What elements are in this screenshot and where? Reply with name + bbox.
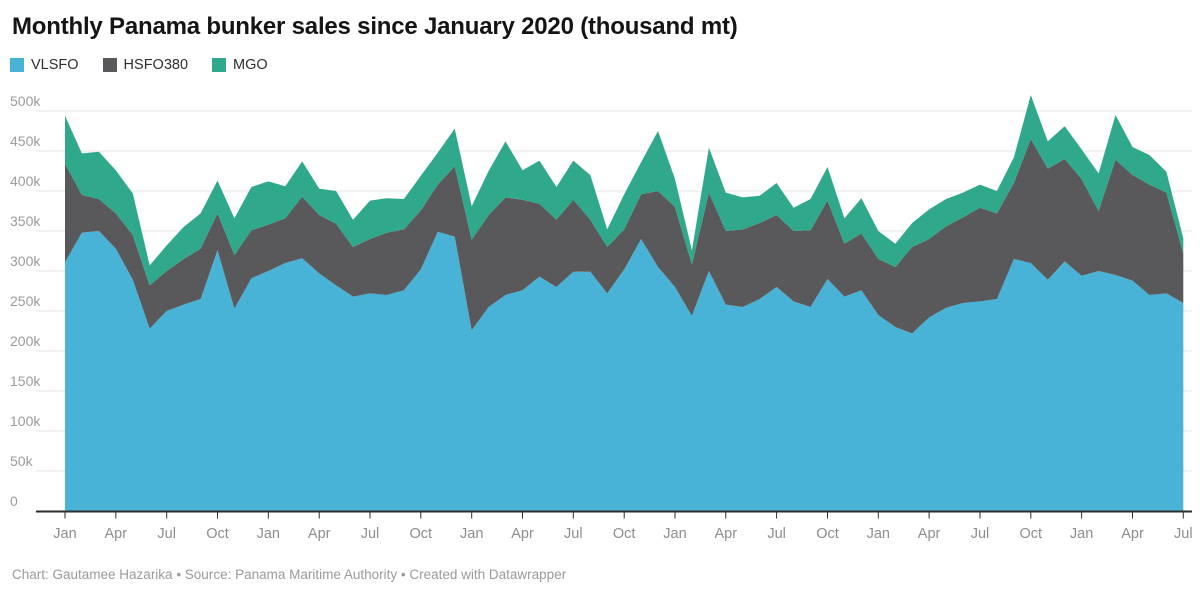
svg-text:Oct: Oct [816, 526, 839, 542]
hsfo380-swatch-icon [102, 58, 117, 72]
svg-text:500k: 500k [10, 93, 41, 109]
legend-item-mgo: MGO [212, 57, 268, 73]
svg-text:0: 0 [10, 493, 18, 509]
vlsfo-swatch-icon [10, 58, 24, 72]
page-title: Monthly Panama bunker sales since Januar… [12, 13, 738, 40]
legend-item-hsfo380: HSFO380 [102, 57, 189, 73]
svg-text:400k: 400k [10, 173, 41, 189]
svg-text:Jan: Jan [460, 526, 483, 542]
svg-text:Jul: Jul [157, 526, 176, 542]
legend-label-vlsfo: VLSFO [31, 57, 79, 73]
svg-text:Jan: Jan [663, 526, 686, 542]
chart-credit: Chart: Gautamee Hazarika • Source: Panam… [12, 567, 567, 582]
svg-text:Jul: Jul [971, 526, 990, 542]
chart-legend: VLSFO HSFO380 MGO [10, 57, 268, 73]
svg-text:Apr: Apr [105, 526, 128, 542]
svg-text:350k: 350k [10, 213, 41, 229]
svg-text:450k: 450k [10, 133, 41, 149]
legend-label-hsfo380: HSFO380 [123, 57, 189, 73]
svg-text:150k: 150k [10, 373, 41, 389]
svg-text:Apr: Apr [308, 526, 331, 542]
svg-text:Apr: Apr [1121, 526, 1144, 542]
svg-text:Oct: Oct [410, 526, 433, 542]
svg-text:Jan: Jan [53, 526, 76, 542]
svg-text:Apr: Apr [511, 526, 534, 542]
legend-label-mgo: MGO [233, 57, 268, 73]
svg-text:Oct: Oct [613, 526, 636, 542]
svg-text:Oct: Oct [206, 526, 229, 542]
svg-text:Jul: Jul [361, 526, 380, 542]
svg-text:Jan: Jan [1070, 526, 1093, 542]
svg-text:Apr: Apr [715, 526, 738, 542]
svg-text:300k: 300k [10, 253, 41, 269]
svg-text:100k: 100k [10, 413, 41, 429]
svg-text:Jul: Jul [767, 526, 786, 542]
mgo-swatch-icon [212, 58, 227, 72]
svg-text:Jul: Jul [1174, 526, 1193, 542]
legend-item-vlsfo: VLSFO [10, 57, 79, 73]
svg-text:200k: 200k [10, 333, 41, 349]
svg-text:Jan: Jan [867, 526, 890, 542]
svg-text:Jul: Jul [564, 526, 583, 542]
svg-text:Apr: Apr [918, 526, 941, 542]
svg-text:250k: 250k [10, 293, 41, 309]
svg-text:Oct: Oct [1020, 526, 1043, 542]
svg-text:Jan: Jan [257, 526, 280, 542]
svg-text:50k: 50k [10, 453, 34, 469]
